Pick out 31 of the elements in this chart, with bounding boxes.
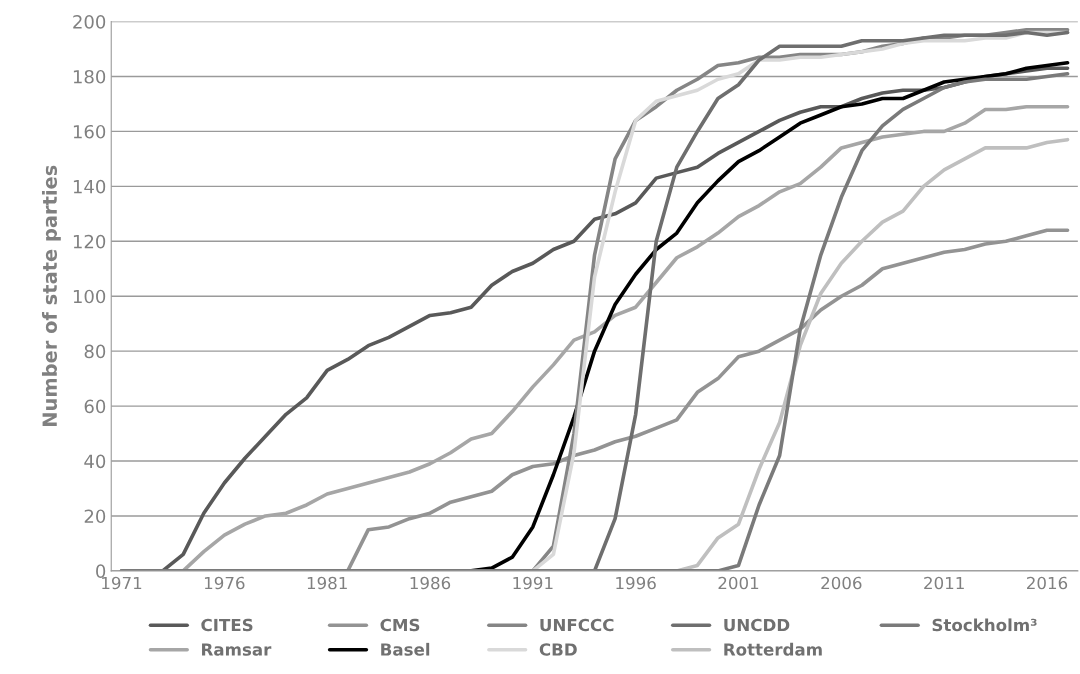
x-tick-label: 1976: [204, 576, 245, 590]
y-tick-label: 120: [73, 234, 106, 249]
y-tick-label: 20: [84, 509, 106, 524]
x-tick-label: 2011: [924, 576, 964, 590]
x-tick-label: 1991: [513, 576, 553, 590]
x-tick-label: 2006: [821, 576, 862, 590]
legend-label: CMS: [380, 618, 420, 632]
y-tick-label: 140: [73, 179, 106, 194]
x-tick-label: 1981: [307, 576, 347, 590]
x-tick-label: 2016: [1027, 576, 1068, 590]
legend-label: CITES: [201, 618, 253, 632]
y-tick-label: 0: [96, 564, 106, 578]
x-tick-label: 2001: [718, 576, 759, 590]
y-tick-label: 200: [73, 15, 106, 29]
x-tick-label: 1971: [102, 576, 142, 590]
legend-label: Rotterdam: [724, 642, 822, 656]
y-tick-label: 40: [84, 454, 106, 469]
legend-label: CBD: [539, 643, 577, 656]
legend-label: Ramsar: [202, 643, 272, 656]
y-tick-label: 60: [84, 399, 106, 414]
legend-label: UNFCCC: [540, 618, 614, 632]
legend-label: Stockholm³: [932, 618, 1037, 632]
y-tick-label: 100: [73, 289, 106, 304]
legend-label: Basel: [381, 642, 430, 656]
x-tick-label: 1986: [410, 576, 451, 590]
y-tick-label: 160: [73, 124, 106, 139]
y-tick-label: 80: [84, 344, 106, 359]
y-tick-label: 180: [73, 69, 106, 84]
legend-label: UNCDD: [724, 618, 790, 632]
y-axis-title: Number of state parties: [41, 165, 61, 426]
x-tick-label: 1996: [616, 576, 656, 590]
